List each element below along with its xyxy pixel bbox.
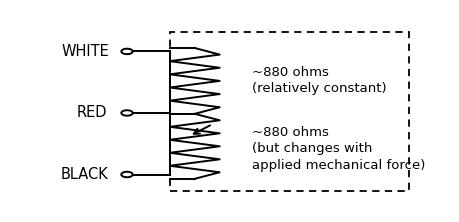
Text: ~880 ohms
(relatively constant): ~880 ohms (relatively constant) [251, 66, 386, 95]
Text: BLACK: BLACK [61, 167, 109, 182]
Text: RED: RED [77, 105, 107, 121]
Text: WHITE: WHITE [61, 44, 109, 59]
Text: ~880 ohms
(but changes with
applied mechanical force): ~880 ohms (but changes with applied mech… [251, 126, 424, 172]
